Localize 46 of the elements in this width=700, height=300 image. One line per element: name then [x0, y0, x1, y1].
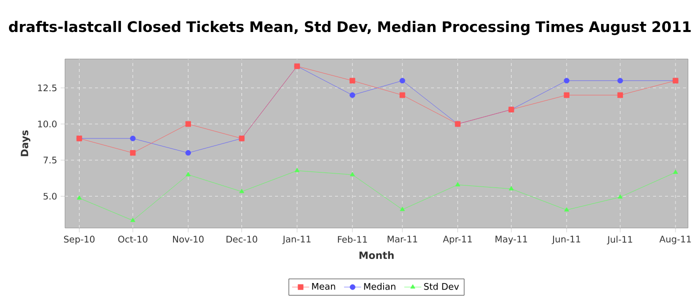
point: [186, 172, 191, 176]
x-axis-title: Month: [360, 251, 394, 260]
point: [455, 182, 460, 186]
x-tick-label: Apr-11: [442, 236, 472, 244]
y-tick-label: 7.5: [44, 156, 56, 164]
point: [185, 121, 191, 127]
chart-title: drafts-lastcall Closed Tickets Mean, Std Dev, Median Processing Times August 2011: [8, 20, 691, 36]
point: [400, 78, 406, 84]
point: [564, 92, 570, 98]
point: [673, 170, 678, 174]
point: [350, 172, 355, 176]
legend-label: Mean: [312, 283, 336, 290]
point: [76, 195, 82, 200]
point: [350, 78, 356, 84]
point: [185, 150, 191, 156]
x-tick-label: Jul-11: [606, 236, 632, 244]
x-tick-label: Aug-11: [659, 236, 691, 244]
y-tick-label: 12.5: [38, 84, 56, 92]
point: [130, 136, 136, 142]
point: [617, 92, 623, 98]
point: [400, 206, 405, 212]
point: [564, 207, 570, 212]
point: [239, 188, 244, 194]
point: [508, 186, 514, 190]
y-tick-label: 10.0: [38, 120, 57, 128]
point: [617, 78, 623, 84]
point: [130, 150, 136, 156]
x-tick-label: Jun-11: [552, 236, 580, 244]
x-tick-label: May-11: [496, 236, 528, 244]
x-tick-label: Mar-11: [388, 236, 418, 242]
x-tick-label: Nov-10: [173, 236, 204, 243]
point: [618, 194, 623, 199]
point: [350, 92, 356, 98]
legend-label: Std Dev: [424, 282, 459, 290]
point: [400, 92, 406, 98]
point: [130, 218, 136, 222]
x-tick-label: Jan-11: [282, 236, 311, 244]
x-tick-label: Dec-10: [226, 236, 258, 243]
point: [294, 168, 300, 172]
x-tick-label: Sep-10: [64, 236, 95, 244]
y-axis-title: Days: [20, 130, 30, 156]
y-tick-label: 5.0: [44, 192, 57, 200]
x-tick-label: Feb-11: [338, 236, 367, 243]
point: [564, 78, 570, 84]
x-tick-label: Oct-10: [118, 236, 148, 243]
legend-label: Median: [364, 282, 396, 290]
